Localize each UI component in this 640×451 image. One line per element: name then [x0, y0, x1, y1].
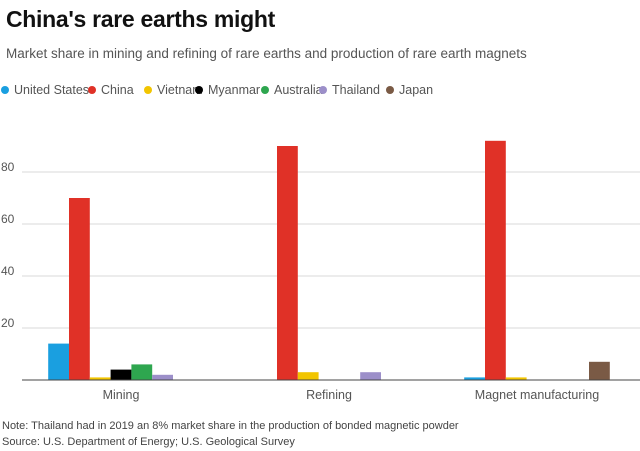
footnote: Note: Thailand had in 2019 an 8% market … — [2, 420, 459, 432]
legend-label: Japan — [399, 83, 434, 97]
y-axis-ticks: 20 40 60 80 — [1, 160, 15, 330]
legend-item-japan: Japan — [386, 83, 433, 97]
legend-label: United States — [14, 83, 90, 97]
chart-title: China's rare earths might — [6, 6, 275, 32]
source-line: Source: U.S. Department of Energy; U.S. … — [2, 436, 295, 448]
x-tick-label: Refining — [306, 388, 352, 402]
bar-magnet-manufacturing-vietnam — [505, 377, 527, 380]
legend-item-myanmar: Myanmar — [195, 83, 260, 97]
legend-label: Myanmar — [208, 83, 261, 97]
legend-item-vietnam: Vietnam — [144, 83, 203, 97]
chart-subtitle: Market share in mining and refining of r… — [6, 46, 527, 61]
gridlines — [22, 171, 640, 329]
legend-swatch — [1, 86, 9, 94]
legend-item-united-states: United States — [1, 83, 89, 97]
bar-mining-china — [69, 198, 90, 380]
bar-refining-vietnam — [297, 372, 319, 380]
legend-item-china: China — [88, 83, 134, 97]
y-tick-label: 40 — [1, 264, 15, 278]
y-tick-label: 20 — [1, 316, 15, 330]
bar-mining-myanmar — [110, 369, 132, 380]
legend-item-australia: Australia — [261, 83, 323, 97]
bar-mining-vietnam — [89, 377, 111, 380]
bar-mining-thailand — [152, 374, 173, 380]
bar-mining-united-states — [48, 343, 69, 380]
bar-magnet-manufacturing-japan — [589, 361, 610, 380]
legend-swatch — [88, 86, 96, 94]
bar-refining-china — [277, 146, 298, 380]
chart-legend: United States China Vietnam Myanmar Australi… — [0, 83, 640, 99]
x-axis-labels: Mining Refining Magnet manufacturing — [103, 388, 600, 402]
legend-label: Australia — [274, 83, 323, 97]
legend-label: Vietnam — [157, 83, 203, 97]
bar-magnet-manufacturing-china — [485, 140, 506, 380]
legend-label: China — [101, 83, 134, 97]
x-tick-label: Magnet manufacturing — [475, 388, 599, 402]
legend-swatch — [195, 86, 203, 94]
bars — [48, 140, 610, 380]
legend-swatch — [319, 86, 327, 94]
bar-refining-thailand — [360, 372, 381, 380]
bar-chart: 20 40 60 80 Mining Refining Magnet manufactur… — [1, 140, 640, 402]
legend-label: Thailand — [332, 83, 380, 97]
legend-swatch — [261, 86, 269, 94]
x-tick-label: Mining — [103, 388, 140, 402]
y-tick-label: 60 — [1, 212, 15, 226]
legend-swatch — [386, 86, 394, 94]
y-tick-label: 80 — [1, 160, 15, 174]
legend-swatch — [144, 86, 152, 94]
legend-item-thailand: Thailand — [319, 83, 380, 97]
bar-magnet-manufacturing-united-states — [464, 377, 485, 380]
bar-mining-australia — [131, 364, 153, 380]
